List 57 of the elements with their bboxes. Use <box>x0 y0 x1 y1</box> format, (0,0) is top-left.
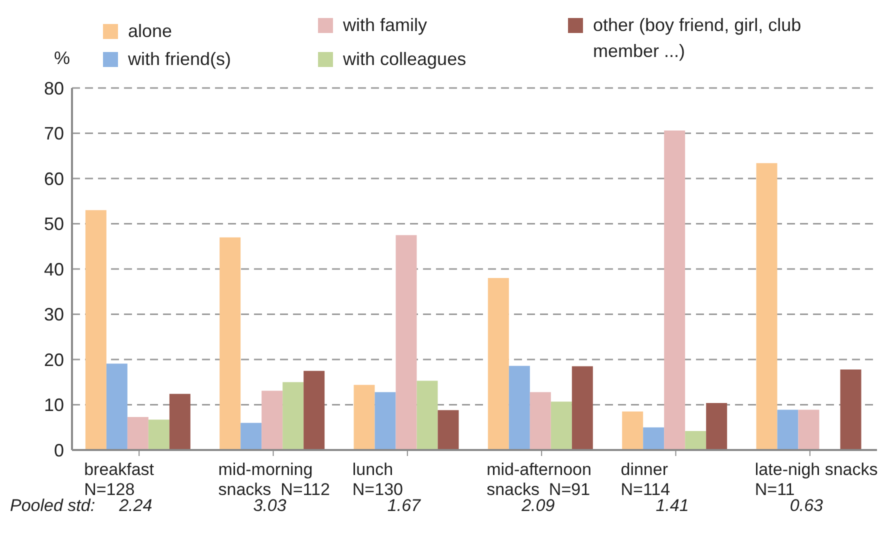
bar <box>106 364 128 450</box>
bar <box>262 390 283 450</box>
bar <box>438 410 459 450</box>
bar <box>643 427 664 450</box>
y-tick-label: 40 <box>44 259 64 280</box>
x-tick-label: dinner N=114 <box>620 460 670 499</box>
bar <box>706 402 728 450</box>
bar <box>416 380 438 450</box>
y-tick-label: 80 <box>44 78 64 98</box>
legend-label: with family <box>343 14 428 37</box>
bar <box>127 416 148 450</box>
y-tick-label: 60 <box>44 168 64 189</box>
text: 2.09 <box>522 496 555 516</box>
bar <box>282 382 304 450</box>
bar <box>777 410 798 450</box>
y-tick-label: 10 <box>44 395 64 416</box>
bar <box>530 392 551 450</box>
x-tick-label: late-nigh snacks N=11 <box>754 460 878 499</box>
y-tick-label: 70 <box>44 124 64 144</box>
x-tick-label: mid-afternoon snacks N=91 <box>486 460 592 499</box>
bar <box>304 370 325 450</box>
x-tick-label: breakfast N=128 <box>84 460 154 499</box>
y-tick-label: 50 <box>44 214 64 234</box>
bar <box>685 430 706 450</box>
y-tick-label: 20 <box>44 350 64 370</box>
bar <box>840 369 862 450</box>
bar <box>220 237 241 450</box>
y-tick-label: 30 <box>44 304 64 325</box>
x-tick-label: mid-morning snacks N=112 <box>218 460 330 499</box>
text: 1.67 <box>387 496 420 516</box>
y-axis-title: % <box>54 48 70 69</box>
bar <box>756 163 778 450</box>
bar <box>550 402 572 450</box>
bar <box>85 210 106 450</box>
text: 2.24 <box>119 496 152 516</box>
bar <box>396 235 417 450</box>
bar <box>148 420 170 450</box>
text: 1.41 <box>656 496 689 516</box>
bar <box>664 130 686 450</box>
legend-label: other (boy friend, girl, club member ...) <box>593 14 802 63</box>
bar <box>798 410 820 450</box>
x-tick-label: lunch N=130 <box>352 460 403 499</box>
bar <box>572 366 593 450</box>
bar <box>374 392 396 450</box>
bar <box>508 366 530 450</box>
bar <box>169 394 190 450</box>
legend-label: alone <box>128 20 172 43</box>
bar <box>488 278 509 450</box>
bar <box>354 384 375 450</box>
bar <box>240 422 262 450</box>
y-tick-label: 0 <box>54 440 64 460</box>
bar <box>622 412 644 450</box>
text: Pooled std: <box>10 496 96 516</box>
text: 0.63 <box>790 496 823 516</box>
text: 3.03 <box>253 496 286 516</box>
legend-label: with colleagues <box>343 48 466 71</box>
legend-label: with friend(s) <box>128 48 232 71</box>
